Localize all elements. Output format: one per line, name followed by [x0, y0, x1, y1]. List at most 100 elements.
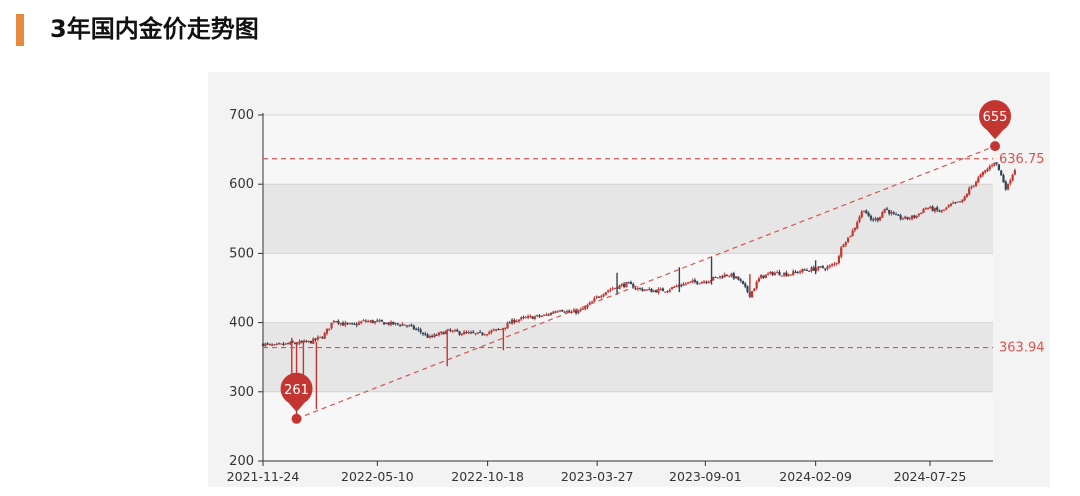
candle-body [367, 321, 370, 323]
candle-body [465, 332, 468, 334]
candle-body [307, 340, 310, 342]
candle-body [543, 314, 546, 316]
candle-body [910, 215, 914, 219]
candle-body [1006, 183, 1010, 190]
candle-body [593, 298, 596, 302]
candle-body [561, 310, 564, 312]
chart-container: 200 300 400 500 600 700 2021-11-24 2022-05-10 2… [208, 72, 1050, 487]
candle-body [611, 288, 614, 290]
y-tick-label: 600 [229, 177, 254, 192]
candle-body [268, 344, 271, 346]
candle-body [684, 283, 687, 285]
candle-body [990, 165, 994, 167]
candle-body [833, 263, 836, 265]
candle-body [469, 332, 473, 334]
candle-body [901, 218, 905, 220]
candle-body [737, 276, 740, 280]
candle-body [780, 275, 783, 277]
candle-body [392, 321, 395, 325]
candle-body [328, 328, 331, 330]
candle-body [812, 267, 815, 271]
candle-body [524, 317, 527, 319]
candle-body [531, 316, 534, 320]
candle-body [348, 323, 351, 325]
x-tick-label: 2024-07-25 [894, 469, 967, 484]
candle-body [431, 336, 434, 338]
candle-body [632, 284, 635, 289]
candle-body [956, 201, 959, 203]
candle-body [888, 209, 891, 214]
candle-body [698, 283, 701, 285]
mark-lines: 636.75 363.94 [263, 145, 1045, 420]
candle-body [707, 281, 710, 284]
candle-body [620, 284, 623, 286]
candle-body [860, 211, 863, 217]
candle-body [764, 274, 767, 279]
candle-body [492, 329, 495, 331]
candle-body [533, 316, 537, 319]
candle-body [394, 322, 397, 324]
candle-body [702, 281, 706, 283]
grid-band [263, 253, 993, 323]
candle-body [517, 319, 521, 322]
title-accent-bar [16, 14, 24, 46]
candle-body [410, 324, 413, 326]
candle-body [652, 290, 655, 292]
candle-body [1004, 181, 1007, 190]
candle-body [515, 320, 518, 322]
candle-body [536, 315, 539, 317]
y-tick-label: 300 [229, 385, 254, 400]
candle-body [287, 343, 290, 345]
candle-body [878, 217, 882, 221]
x-tick-label: 2024-02-09 [779, 469, 852, 484]
candle-body [936, 207, 939, 211]
candle-body [844, 242, 847, 245]
candle-body [798, 271, 802, 273]
candle-body [961, 199, 964, 202]
candle-body [529, 316, 532, 318]
candle-body [522, 317, 525, 319]
candle-body [627, 282, 630, 284]
candle-body [853, 227, 857, 231]
candle-body [607, 290, 610, 292]
mark-point-dot [291, 413, 302, 424]
candle-body [273, 344, 276, 346]
candle-body [746, 286, 749, 293]
mark-line-label: 636.75 [999, 152, 1045, 167]
candle-body [641, 288, 644, 291]
candle-body [890, 212, 893, 214]
candle-body [837, 256, 841, 264]
candle-body [549, 312, 553, 316]
candle-body [913, 215, 916, 218]
y-tick-label: 200 [229, 454, 254, 469]
candle-body [369, 320, 372, 322]
grid-band [263, 322, 993, 392]
candle-body [552, 312, 555, 314]
candle-body [666, 290, 669, 293]
grid-band [263, 391, 993, 461]
candle-body [300, 341, 303, 343]
candle-body [321, 337, 324, 339]
candle-body [723, 274, 726, 278]
x-tick-label: 2023-03-27 [561, 469, 634, 484]
candle-body [789, 274, 793, 276]
candle-body [739, 279, 742, 281]
candle-body [680, 285, 683, 287]
candle-body [490, 330, 493, 333]
candle-body [412, 325, 415, 330]
candle-body [588, 302, 591, 305]
candle-body [291, 341, 294, 343]
candle-body [344, 322, 347, 326]
candle-body [506, 322, 509, 329]
candle-body [673, 286, 676, 288]
candle-body [769, 271, 772, 274]
candle-body [803, 269, 806, 271]
candle-body [636, 288, 639, 290]
candle-body [282, 343, 285, 345]
candle-body [744, 283, 747, 287]
candle-body [460, 334, 463, 336]
candle-body [974, 181, 978, 186]
candle-body [316, 337, 319, 340]
candle-body [778, 271, 781, 276]
